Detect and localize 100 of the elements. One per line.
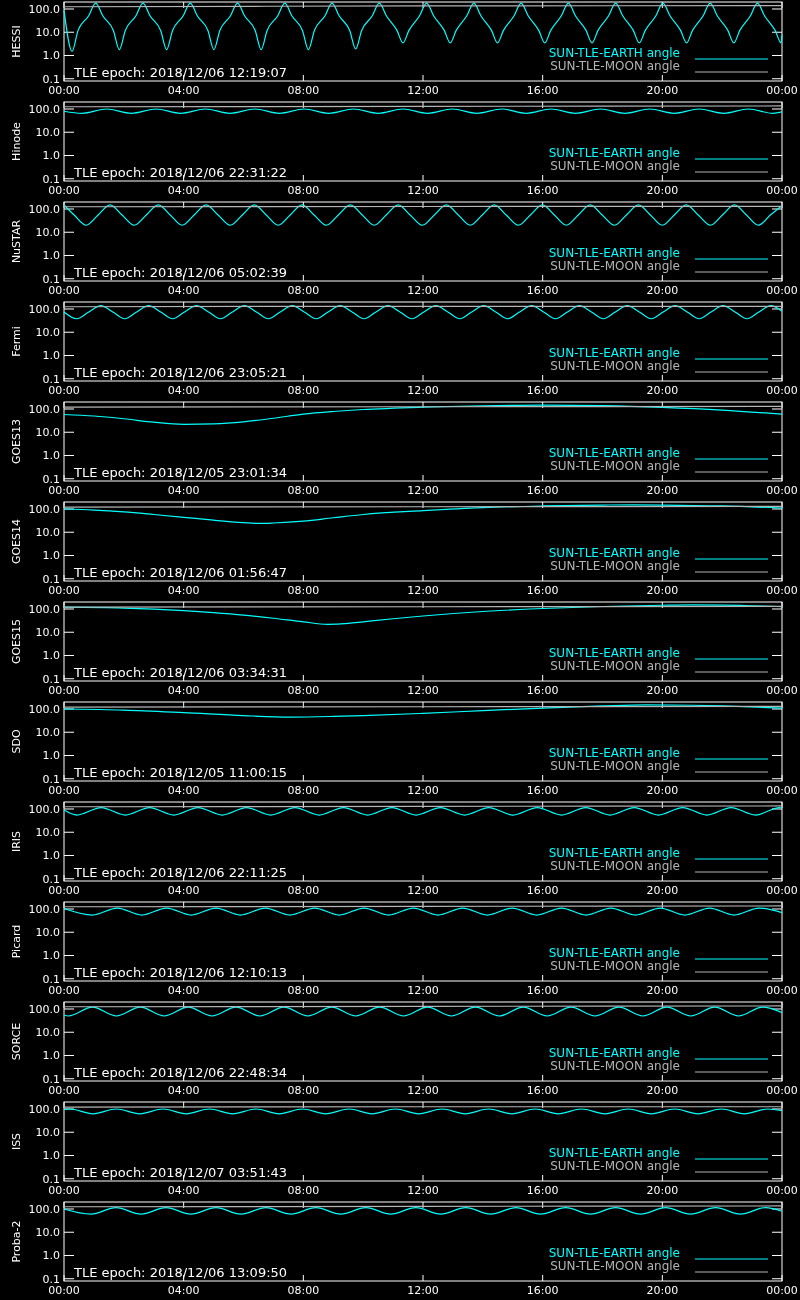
y-tick-label: 0.1 bbox=[42, 572, 60, 586]
y-axis-title: ISS bbox=[10, 1132, 23, 1151]
y-tick-label: 100.0 bbox=[28, 903, 60, 916]
x-tick-label: 12:00 bbox=[407, 784, 439, 797]
x-tick-label: 08:00 bbox=[287, 384, 320, 397]
x-tick-label: 16:00 bbox=[526, 984, 559, 997]
x-tick-label: 16:00 bbox=[526, 384, 559, 397]
y-tick-label: 10.0 bbox=[35, 26, 60, 40]
x-tick-label: 16:00 bbox=[526, 884, 559, 897]
y-tick-label: 0.1 bbox=[42, 1172, 60, 1186]
x-tick-label: 04:00 bbox=[167, 1084, 200, 1097]
y-tick-label: 0.1 bbox=[42, 1272, 60, 1286]
y-tick-label: 1.0 bbox=[42, 749, 60, 763]
annotation: TLE epoch: 2018/12/06 22:11:25 bbox=[73, 865, 288, 880]
y-tick-label: 10.0 bbox=[35, 926, 60, 940]
x-tick-label: 12:00 bbox=[407, 1184, 439, 1197]
annotation: TLE epoch: 2018/12/06 22:31:22 bbox=[73, 165, 288, 180]
text: SUN-TLE-MOON angle bbox=[550, 359, 680, 373]
y-tick-label: 100.0 bbox=[28, 103, 60, 116]
x-tick-label: 12:00 bbox=[407, 684, 439, 697]
annotation: TLE epoch: 2018/12/06 05:02:39 bbox=[73, 265, 288, 280]
x-tick-label: 12:00 bbox=[407, 484, 439, 497]
x-tick-label: 08:00 bbox=[287, 184, 320, 197]
annotation: TLE epoch: 2018/12/06 12:10:13 bbox=[73, 965, 288, 980]
text: SUN-TLE-MOON angle bbox=[550, 659, 680, 673]
y-axis-title: SORCE bbox=[10, 1022, 23, 1061]
x-tick-label: 16:00 bbox=[526, 684, 559, 697]
x-tick-label: 16:00 bbox=[526, 84, 559, 97]
y-axis-title: GOES13 bbox=[10, 418, 23, 465]
text: SUN-TLE-MOON angle bbox=[550, 259, 680, 273]
y-axis-title: GOES14 bbox=[10, 518, 23, 565]
text: SUN-TLE-EARTH angle bbox=[548, 846, 680, 860]
x-tick-label: 16:00 bbox=[526, 1284, 559, 1297]
y-tick-label: 0.1 bbox=[42, 372, 60, 386]
x-tick-label: 04:00 bbox=[167, 784, 200, 797]
x-tick-label: 04:00 bbox=[167, 1284, 200, 1297]
text: SUN-TLE-MOON angle bbox=[550, 159, 680, 173]
text: SUN-TLE-EARTH angle bbox=[548, 946, 680, 960]
annotation: TLE epoch: 2018/12/06 03:34:31 bbox=[73, 665, 288, 680]
annotation: TLE epoch: 2018/12/06 22:48:34 bbox=[73, 1065, 288, 1080]
x-tick-label: 00:00 bbox=[766, 884, 798, 897]
y-tick-label: 100.0 bbox=[28, 1003, 60, 1016]
text: SUN-TLE-MOON angle bbox=[550, 859, 680, 873]
x-tick-label: 08:00 bbox=[287, 1284, 320, 1297]
text: SUN-TLE-MOON angle bbox=[550, 59, 680, 73]
text: SUN-TLE-MOON angle bbox=[550, 1259, 680, 1273]
y-axis-title: IRIS bbox=[10, 830, 23, 853]
x-tick-label: 20:00 bbox=[646, 984, 679, 997]
y-tick-label: 1.0 bbox=[42, 449, 60, 463]
y-axis-title: HESSI bbox=[10, 25, 23, 58]
x-tick-label: 20:00 bbox=[646, 584, 679, 597]
text: SUN-TLE-MOON angle bbox=[550, 459, 680, 473]
x-tick-label: 04:00 bbox=[167, 84, 200, 97]
y-tick-label: 1.0 bbox=[42, 1149, 60, 1163]
x-tick-label: 04:00 bbox=[167, 584, 200, 597]
x-tick-label: 04:00 bbox=[167, 684, 200, 697]
y-tick-label: 0.1 bbox=[42, 72, 60, 86]
x-tick-label: 16:00 bbox=[526, 584, 559, 597]
y-tick-label: 10.0 bbox=[35, 226, 60, 240]
x-tick-label: 00:00 bbox=[48, 784, 80, 797]
x-tick-label: 00:00 bbox=[766, 1184, 798, 1197]
x-tick-label: 12:00 bbox=[407, 1084, 439, 1097]
text: SUN-TLE-EARTH angle bbox=[548, 646, 680, 660]
x-tick-label: 16:00 bbox=[526, 284, 559, 297]
y-tick-label: 10.0 bbox=[35, 526, 60, 540]
y-tick-label: 1.0 bbox=[42, 349, 60, 363]
annotation: TLE epoch: 2018/12/06 13:09:50 bbox=[73, 1265, 288, 1280]
x-tick-label: 00:00 bbox=[766, 684, 798, 697]
x-tick-label: 12:00 bbox=[407, 284, 439, 297]
x-tick-label: 20:00 bbox=[646, 1284, 679, 1297]
x-tick-label: 00:00 bbox=[766, 184, 798, 197]
x-tick-label: 00:00 bbox=[48, 1184, 80, 1197]
text: SUN-TLE-EARTH angle bbox=[548, 446, 680, 460]
x-tick-label: 12:00 bbox=[407, 84, 439, 97]
x-tick-label: 04:00 bbox=[167, 1184, 200, 1197]
line-series bbox=[63, 1006, 783, 1017]
y-tick-label: 10.0 bbox=[35, 826, 60, 840]
y-tick-label: 1.0 bbox=[42, 49, 60, 63]
annotation: TLE epoch: 2018/12/06 01:56:47 bbox=[73, 565, 288, 580]
y-axis-title: Hinode bbox=[10, 121, 23, 161]
y-axis-title: Proba-2 bbox=[10, 1220, 23, 1263]
line-series bbox=[63, 204, 783, 226]
line-series bbox=[63, 504, 783, 525]
y-tick-label: 1.0 bbox=[42, 549, 60, 563]
x-tick-label: 20:00 bbox=[646, 1084, 679, 1097]
text: SUN-TLE-EARTH angle bbox=[548, 1146, 680, 1160]
line-series bbox=[63, 907, 783, 916]
y-tick-label: 100.0 bbox=[28, 203, 60, 216]
annotation: TLE epoch: 2018/12/06 23:05:21 bbox=[73, 365, 288, 380]
y-tick-label: 10.0 bbox=[35, 1126, 60, 1140]
x-tick-label: 12:00 bbox=[407, 184, 439, 197]
y-tick-label: 100.0 bbox=[28, 603, 60, 616]
x-tick-label: 08:00 bbox=[287, 984, 320, 997]
text: SUN-TLE-EARTH angle bbox=[548, 1246, 680, 1260]
x-tick-label: 00:00 bbox=[48, 84, 80, 97]
x-tick-label: 04:00 bbox=[167, 284, 200, 297]
x-tick-label: 20:00 bbox=[646, 784, 679, 797]
x-tick-label: 00:00 bbox=[766, 584, 798, 597]
text: SUN-TLE-MOON angle bbox=[550, 759, 680, 773]
x-tick-label: 04:00 bbox=[167, 484, 200, 497]
